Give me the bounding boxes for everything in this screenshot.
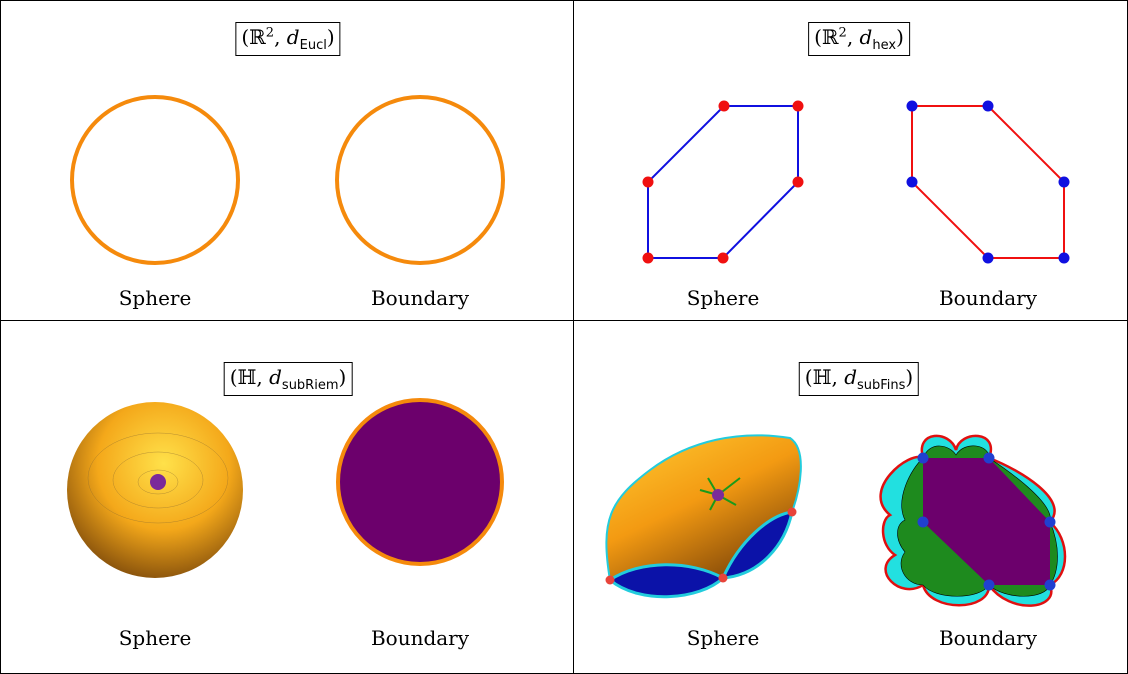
hexagon [648, 106, 798, 258]
title-sep: , [274, 25, 287, 49]
caption: Sphere [119, 286, 192, 310]
panel-title: (ℍ, dsubFins) [799, 362, 919, 396]
title-close: ) [905, 365, 913, 389]
title-metric: d [269, 365, 282, 389]
vertices [907, 101, 1070, 264]
title-subscript: subRiem [282, 378, 339, 393]
title-metric: d [844, 365, 857, 389]
center-point [150, 474, 166, 490]
title-close: ) [896, 25, 904, 49]
figure: (ℝ2, dEucl)SphereBoundary(ℝ2, dhex)Spher… [0, 0, 1128, 674]
title-subscript: Eucl [300, 38, 327, 53]
title-space: (ℝ [814, 25, 838, 49]
title-sep: , [831, 365, 844, 389]
title-sep: , [847, 25, 860, 49]
caption: Sphere [119, 626, 192, 650]
circle [337, 97, 503, 263]
title-space: (ℍ [805, 365, 832, 389]
panel-title: (ℝ2, dhex) [808, 22, 910, 56]
title-power: 2 [839, 25, 847, 40]
title-sep: , [256, 365, 269, 389]
caption: Boundary [371, 286, 469, 310]
caption: Sphere [687, 626, 760, 650]
title-subscript: subFins [857, 378, 905, 393]
title-metric: d [860, 25, 873, 49]
title-metric: d [287, 25, 300, 49]
title-space: (ℍ [230, 365, 257, 389]
hexagon [912, 106, 1064, 258]
title-power: 2 [266, 25, 274, 40]
title-subscript: hex [872, 38, 896, 53]
caption: Boundary [939, 626, 1037, 650]
caption: Boundary [939, 286, 1037, 310]
sphere-surface [67, 402, 243, 578]
center-point [712, 489, 724, 501]
caption: Sphere [687, 286, 760, 310]
drawing [0, 0, 1128, 674]
title-close: ) [327, 25, 335, 49]
title-close: ) [339, 365, 347, 389]
disk [338, 400, 502, 564]
circle [72, 97, 238, 263]
title-space: (ℝ [241, 25, 265, 49]
vertices [643, 101, 804, 264]
panel-title: (ℝ2, dEucl) [235, 22, 340, 56]
panel-title: (ℍ, dsubRiem) [224, 362, 353, 396]
caption: Boundary [371, 626, 469, 650]
